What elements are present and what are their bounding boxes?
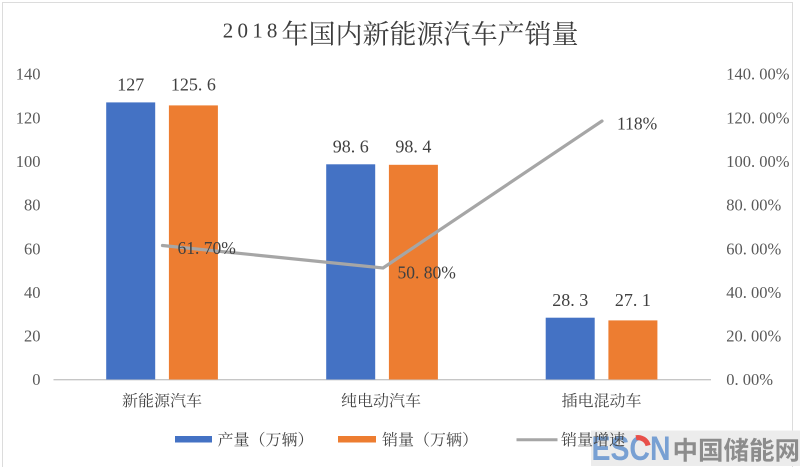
svg-text:60: 60	[24, 239, 41, 258]
svg-text:140. 00%: 140. 00%	[726, 65, 790, 84]
svg-text:80: 80	[24, 196, 41, 215]
svg-text:20. 00%: 20. 00%	[726, 327, 781, 346]
svg-text:50. 80%: 50. 80%	[398, 263, 456, 283]
svg-text:ESCN: ESCN	[592, 430, 671, 467]
svg-text:40: 40	[24, 283, 41, 302]
svg-text:27. 1: 27. 1	[615, 290, 651, 310]
svg-text:0. 00%: 0. 00%	[726, 370, 773, 389]
svg-text:127: 127	[117, 75, 144, 95]
svg-text:120. 00%: 120. 00%	[726, 108, 790, 127]
svg-text:140: 140	[16, 65, 41, 84]
svg-text:100. 00%: 100. 00%	[726, 152, 790, 171]
svg-text:0: 0	[32, 370, 40, 389]
svg-text:80. 00%: 80. 00%	[726, 196, 781, 215]
svg-text:125. 6: 125. 6	[171, 75, 216, 95]
svg-text:2018: 2018	[223, 19, 282, 43]
svg-text:100: 100	[16, 152, 41, 171]
svg-text:120: 120	[16, 108, 41, 127]
svg-text:28. 3: 28. 3	[552, 290, 588, 310]
svg-text:40. 00%: 40. 00%	[726, 283, 781, 302]
svg-text:60. 00%: 60. 00%	[726, 239, 781, 258]
svg-text:98. 4: 98. 4	[395, 136, 431, 156]
svg-text:61. 70%: 61. 70%	[178, 238, 236, 258]
svg-text:20: 20	[24, 327, 41, 346]
svg-text:98. 6: 98. 6	[333, 136, 369, 156]
svg-text:118%: 118%	[617, 114, 657, 134]
